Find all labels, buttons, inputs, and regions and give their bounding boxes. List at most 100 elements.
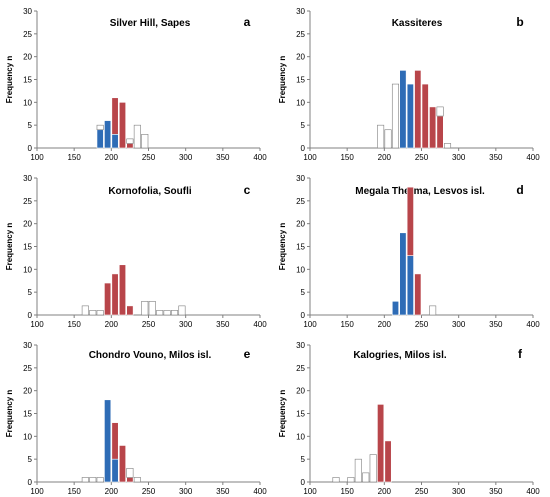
- x-tick-label: 250: [415, 487, 429, 496]
- bar-white: [156, 310, 164, 316]
- y-tick-label: 0: [28, 311, 33, 320]
- bar-blue: [399, 70, 407, 149]
- y-tick-label: 10: [23, 98, 32, 107]
- bar-blue: [111, 458, 119, 483]
- y-tick-label: 15: [23, 410, 32, 419]
- y-axis-title: Frequency n: [278, 223, 287, 271]
- bar-white: [81, 477, 89, 483]
- y-tick-label: 20: [23, 220, 32, 229]
- bar-blue: [399, 232, 407, 316]
- x-tick-label: 400: [526, 320, 540, 329]
- y-axis-title: Frequency n: [278, 56, 287, 104]
- x-tick-label: 150: [67, 487, 81, 496]
- bar-red: [118, 102, 127, 149]
- bar-blue: [111, 134, 119, 149]
- x-tick-label: 300: [452, 153, 466, 162]
- bar-white: [141, 134, 149, 149]
- y-tick-label: 10: [23, 432, 32, 441]
- x-tick-label: 350: [216, 487, 230, 496]
- y-tick-label: 30: [23, 174, 32, 183]
- bar-red: [429, 106, 437, 149]
- y-tick-label: 30: [23, 7, 32, 16]
- y-tick-label: 10: [296, 265, 305, 274]
- y-tick-label: 15: [23, 76, 32, 85]
- x-tick-label: 200: [378, 320, 392, 329]
- y-tick-label: 0: [28, 478, 33, 487]
- bar-white: [133, 124, 141, 149]
- panel-f: 0 5 10 15 20 25 30 100 150 200 250 300 350 400 Frequen…: [278, 341, 540, 496]
- bar-red: [377, 404, 385, 483]
- x-tick-label: 250: [142, 487, 156, 496]
- bar-blue: [104, 120, 112, 149]
- panel-e: 0 5 10 15 20 25 30 100 150 200 250 300 350 400 Frequen…: [5, 341, 267, 496]
- bar-red: [414, 273, 422, 316]
- y-tick-label: 30: [296, 174, 305, 183]
- x-tick-label: 250: [415, 320, 429, 329]
- bar-red: [384, 440, 392, 483]
- x-tick-label: 100: [30, 153, 44, 162]
- y-tick-label: 25: [23, 364, 32, 373]
- y-tick-label: 15: [296, 410, 305, 419]
- y-tick-label: 30: [23, 341, 32, 350]
- bar-blue: [406, 83, 414, 149]
- y-tick-label: 15: [296, 76, 305, 85]
- x-tick-label: 350: [489, 320, 503, 329]
- x-tick-label: 150: [340, 487, 354, 496]
- x-tick-label: 250: [415, 153, 429, 162]
- y-axis-title: Frequency n: [5, 223, 14, 271]
- x-tick-label: 100: [303, 153, 317, 162]
- y-tick-label: 15: [296, 243, 305, 252]
- bar-blue: [96, 129, 104, 149]
- y-tick-label: 5: [301, 455, 306, 464]
- y-tick-label: 5: [301, 288, 306, 297]
- y-tick-label: 20: [23, 53, 32, 62]
- x-tick-label: 200: [105, 320, 119, 329]
- panel-title: Silver Hill, Sapes: [110, 18, 191, 29]
- bar-red: [111, 97, 119, 135]
- y-tick-label: 5: [28, 455, 33, 464]
- bar-white: [96, 124, 104, 131]
- x-tick-label: 100: [303, 487, 317, 496]
- x-tick-label: 200: [105, 153, 119, 162]
- bar-white: [81, 305, 89, 316]
- x-tick-label: 350: [216, 320, 230, 329]
- bar-white: [126, 467, 134, 478]
- x-tick-label: 200: [378, 153, 392, 162]
- bar-white: [354, 458, 362, 483]
- x-tick-label: 100: [30, 487, 44, 496]
- panel-title: Kassiteres: [392, 18, 443, 29]
- y-tick-label: 20: [23, 387, 32, 396]
- y-tick-label: 0: [28, 144, 33, 153]
- panel-letter: c: [244, 183, 251, 197]
- y-tick-label: 10: [296, 432, 305, 441]
- x-tick-label: 100: [303, 320, 317, 329]
- x-tick-label: 250: [142, 320, 156, 329]
- bar-white: [429, 305, 437, 316]
- x-tick-label: 150: [340, 153, 354, 162]
- bar-blue: [104, 399, 112, 483]
- y-tick-label: 25: [296, 197, 305, 206]
- bar-red: [111, 273, 119, 316]
- y-tick-label: 30: [296, 341, 305, 350]
- bar-white: [141, 300, 149, 316]
- bar-red: [436, 115, 444, 149]
- y-tick-label: 15: [23, 243, 32, 252]
- y-tick-label: 30: [296, 7, 305, 16]
- panel-letter: d: [516, 183, 523, 197]
- y-tick-label: 0: [301, 311, 306, 320]
- bar-red: [414, 70, 422, 149]
- y-tick-label: 5: [301, 121, 306, 130]
- bar-white: [377, 124, 385, 149]
- y-tick-label: 25: [23, 197, 32, 206]
- x-tick-label: 400: [253, 320, 267, 329]
- y-tick-label: 5: [28, 288, 33, 297]
- x-tick-label: 400: [526, 153, 540, 162]
- y-tick-label: 20: [296, 53, 305, 62]
- bar-white: [384, 129, 392, 149]
- y-tick-label: 0: [301, 144, 306, 153]
- bar-white: [96, 310, 104, 316]
- panel-letter: e: [244, 347, 251, 361]
- x-tick-label: 350: [489, 153, 503, 162]
- bar-white: [369, 454, 377, 483]
